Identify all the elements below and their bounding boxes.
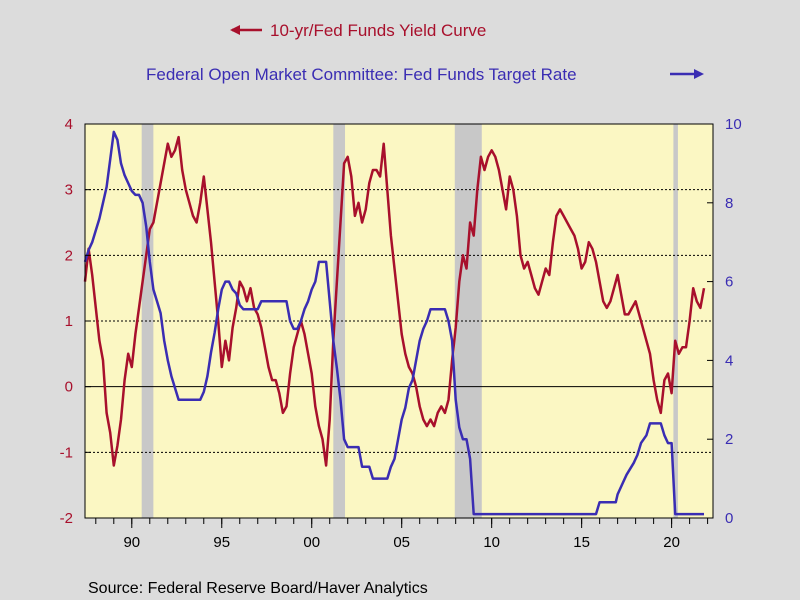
left-tick-label: -2: [60, 510, 73, 527]
x-tick-label: 15: [573, 534, 590, 551]
recession-band-4: [673, 124, 678, 518]
legend-label-yield-curve: 10-yr/Fed Funds Yield Curve: [270, 21, 486, 40]
x-tick-label: 90: [123, 534, 140, 551]
series-line-fed-funds: [83, 130, 704, 516]
left-tick-label: 0: [65, 379, 73, 396]
gridlines: [85, 189, 713, 453]
x-tick-label: 05: [393, 534, 410, 551]
recession-band-2: [333, 124, 346, 518]
x-tick-label: 95: [213, 534, 230, 551]
left-tick-label: 4: [65, 116, 73, 133]
x-tick-label: 10: [483, 534, 500, 551]
right-tick-label: 6: [725, 274, 733, 291]
right-tick-label: 0: [725, 510, 733, 527]
left-tick-label: 2: [65, 247, 73, 264]
x-tick-label: 20: [663, 534, 680, 551]
right-tick-label: 2: [725, 431, 733, 448]
legend-arrow-left-icon: [230, 25, 240, 35]
source-note: Source: Federal Reserve Board/Haver Anal…: [88, 580, 428, 597]
legend-arrow-right-icon: [694, 69, 704, 79]
recession-band-1: [141, 124, 154, 518]
left-tick-label: 1: [65, 313, 73, 330]
left-tick-label: 3: [65, 182, 73, 199]
axes: -2 -1 0 1 2 3 4 0 2 4 6 8 10 90 95 00 05 10 15 20: [60, 116, 742, 551]
right-tick-label: 10: [725, 116, 742, 133]
legend-label-fed-funds: Federal Open Market Committee: Fed Funds…: [146, 65, 577, 84]
legend: 10-yr/Fed Funds Yield Curve Federal Open …: [146, 21, 704, 84]
series-lines: [83, 130, 706, 516]
right-tick-label: 4: [725, 352, 733, 369]
right-tick-label: 8: [725, 195, 733, 212]
series-line-yield-curve: [83, 135, 706, 467]
left-tick-label: -1: [60, 444, 73, 461]
x-tick-label: 00: [303, 534, 320, 551]
